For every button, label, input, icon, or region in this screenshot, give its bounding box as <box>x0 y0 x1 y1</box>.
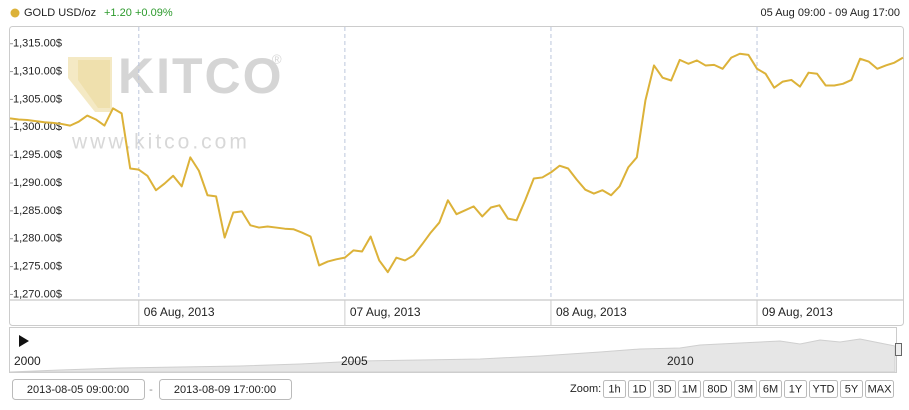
zoom-button[interactable] <box>678 380 701 398</box>
price-change-pct: +0.09% <box>135 7 173 19</box>
zoom-button-label[interactable]: 3M <box>738 383 753 395</box>
date-input[interactable] <box>159 379 292 400</box>
navigator-label: 2010 <box>667 354 694 368</box>
navigator-label: 2005 <box>341 354 368 368</box>
zoom-button[interactable] <box>628 380 651 398</box>
y-tick-label: 1,275.00$ <box>13 260 62 272</box>
navigator-handle[interactable] <box>895 343 902 356</box>
legend-marker <box>10 8 20 18</box>
plot-frame <box>9 26 904 326</box>
zoom-button-label[interactable]: 5Y <box>845 383 859 395</box>
navigator-area <box>9 338 896 373</box>
zoom-button[interactable] <box>653 380 676 398</box>
y-tick-label: 1,295.00$ <box>13 149 62 161</box>
watermark-logo-inner <box>78 60 110 108</box>
zoom-label: Zoom: <box>570 383 601 395</box>
date-separator: - <box>149 384 153 396</box>
price-line <box>9 52 904 274</box>
y-tick-label: 1,300.00$ <box>13 121 62 133</box>
zoom-button-label[interactable]: 1Y <box>789 383 803 395</box>
zoom-button-label[interactable]: 1M <box>682 383 697 395</box>
y-tick-label: 1,285.00$ <box>13 205 62 217</box>
range-label: 05 Aug 09:00 - 09 Aug 17:00 <box>761 7 900 19</box>
x-tick-label: 08 Aug, 2013 <box>556 305 627 319</box>
x-tick-label: 07 Aug, 2013 <box>350 305 421 319</box>
y-tick-label: 1,280.00$ <box>13 233 62 245</box>
watermark-mark: ® <box>272 51 282 66</box>
zoom-button[interactable] <box>759 380 782 398</box>
date-input[interactable] <box>12 379 145 400</box>
zoom-button-label[interactable]: 1D <box>632 383 646 395</box>
y-tick-label: 1,290.00$ <box>13 177 62 189</box>
zoom-button-label[interactable]: MAX <box>868 383 893 395</box>
zoom-button[interactable] <box>840 380 863 398</box>
watermark-brand: KITCO <box>118 48 284 104</box>
zoom-button[interactable] <box>865 380 894 398</box>
price-change: +1.20 <box>104 7 132 19</box>
play-button[interactable] <box>19 335 29 347</box>
legend-label[interactable]: GOLD USD/oz <box>24 7 96 19</box>
y-tick-label: 1,315.00$ <box>13 38 62 50</box>
x-tick-label: 06 Aug, 2013 <box>144 305 215 319</box>
zoom-button[interactable] <box>734 380 757 398</box>
zoom-button-label[interactable]: 80D <box>707 383 727 395</box>
zoom-button-label[interactable]: YTD <box>813 383 835 395</box>
zoom-button-label[interactable]: 3D <box>657 383 671 395</box>
zoom-button-label[interactable]: 6M <box>763 383 778 395</box>
zoom-button[interactable] <box>703 380 732 398</box>
date-to[interactable]: 2013-08-09 17:00:00 <box>174 384 276 396</box>
zoom-button[interactable] <box>784 380 807 398</box>
zoom-button[interactable] <box>809 380 838 398</box>
watermark-url: www.kitco.com <box>71 131 250 154</box>
zoom-button-label[interactable]: 1h <box>608 383 620 395</box>
x-tick-label: 09 Aug, 2013 <box>762 305 833 319</box>
zoom-button[interactable] <box>603 380 626 398</box>
date-from[interactable]: 2013-08-05 09:00:00 <box>27 384 129 396</box>
y-tick-label: 1,310.00$ <box>13 65 62 77</box>
y-tick-label: 1,305.00$ <box>13 93 62 105</box>
navigator-label: 2000 <box>14 354 41 368</box>
y-tick-label: 1,270.00$ <box>13 288 62 300</box>
